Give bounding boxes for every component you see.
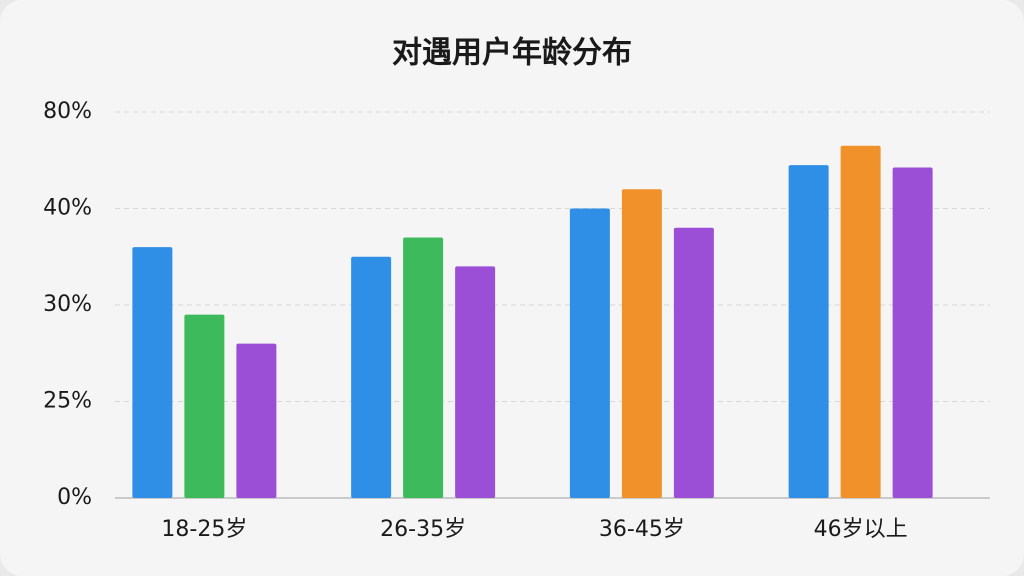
y-tick-label: 80%: [43, 99, 92, 124]
x-tick-label: 46岁以上: [814, 517, 908, 542]
bar: [236, 343, 277, 498]
y-tick-label: 0%: [57, 485, 92, 510]
bar: [788, 165, 829, 498]
bar: [892, 167, 933, 499]
bar: [569, 208, 610, 498]
y-tick-label: 30%: [43, 292, 92, 317]
y-tick-label: 40%: [43, 196, 92, 221]
bar: [351, 256, 392, 498]
x-tick-label: 26-35岁: [380, 517, 466, 542]
x-tick-label: 36-45岁: [599, 517, 685, 542]
bar: [403, 237, 444, 498]
bar: [132, 247, 173, 498]
chart-title: 对遇用户年龄分布: [392, 36, 632, 71]
bar: [184, 314, 225, 498]
bar: [840, 145, 881, 498]
bar: [673, 227, 714, 499]
x-tick-label: 18-25岁: [161, 517, 247, 542]
y-tick-label: 25%: [43, 389, 92, 414]
bar: [621, 189, 662, 498]
bar: [455, 266, 496, 498]
